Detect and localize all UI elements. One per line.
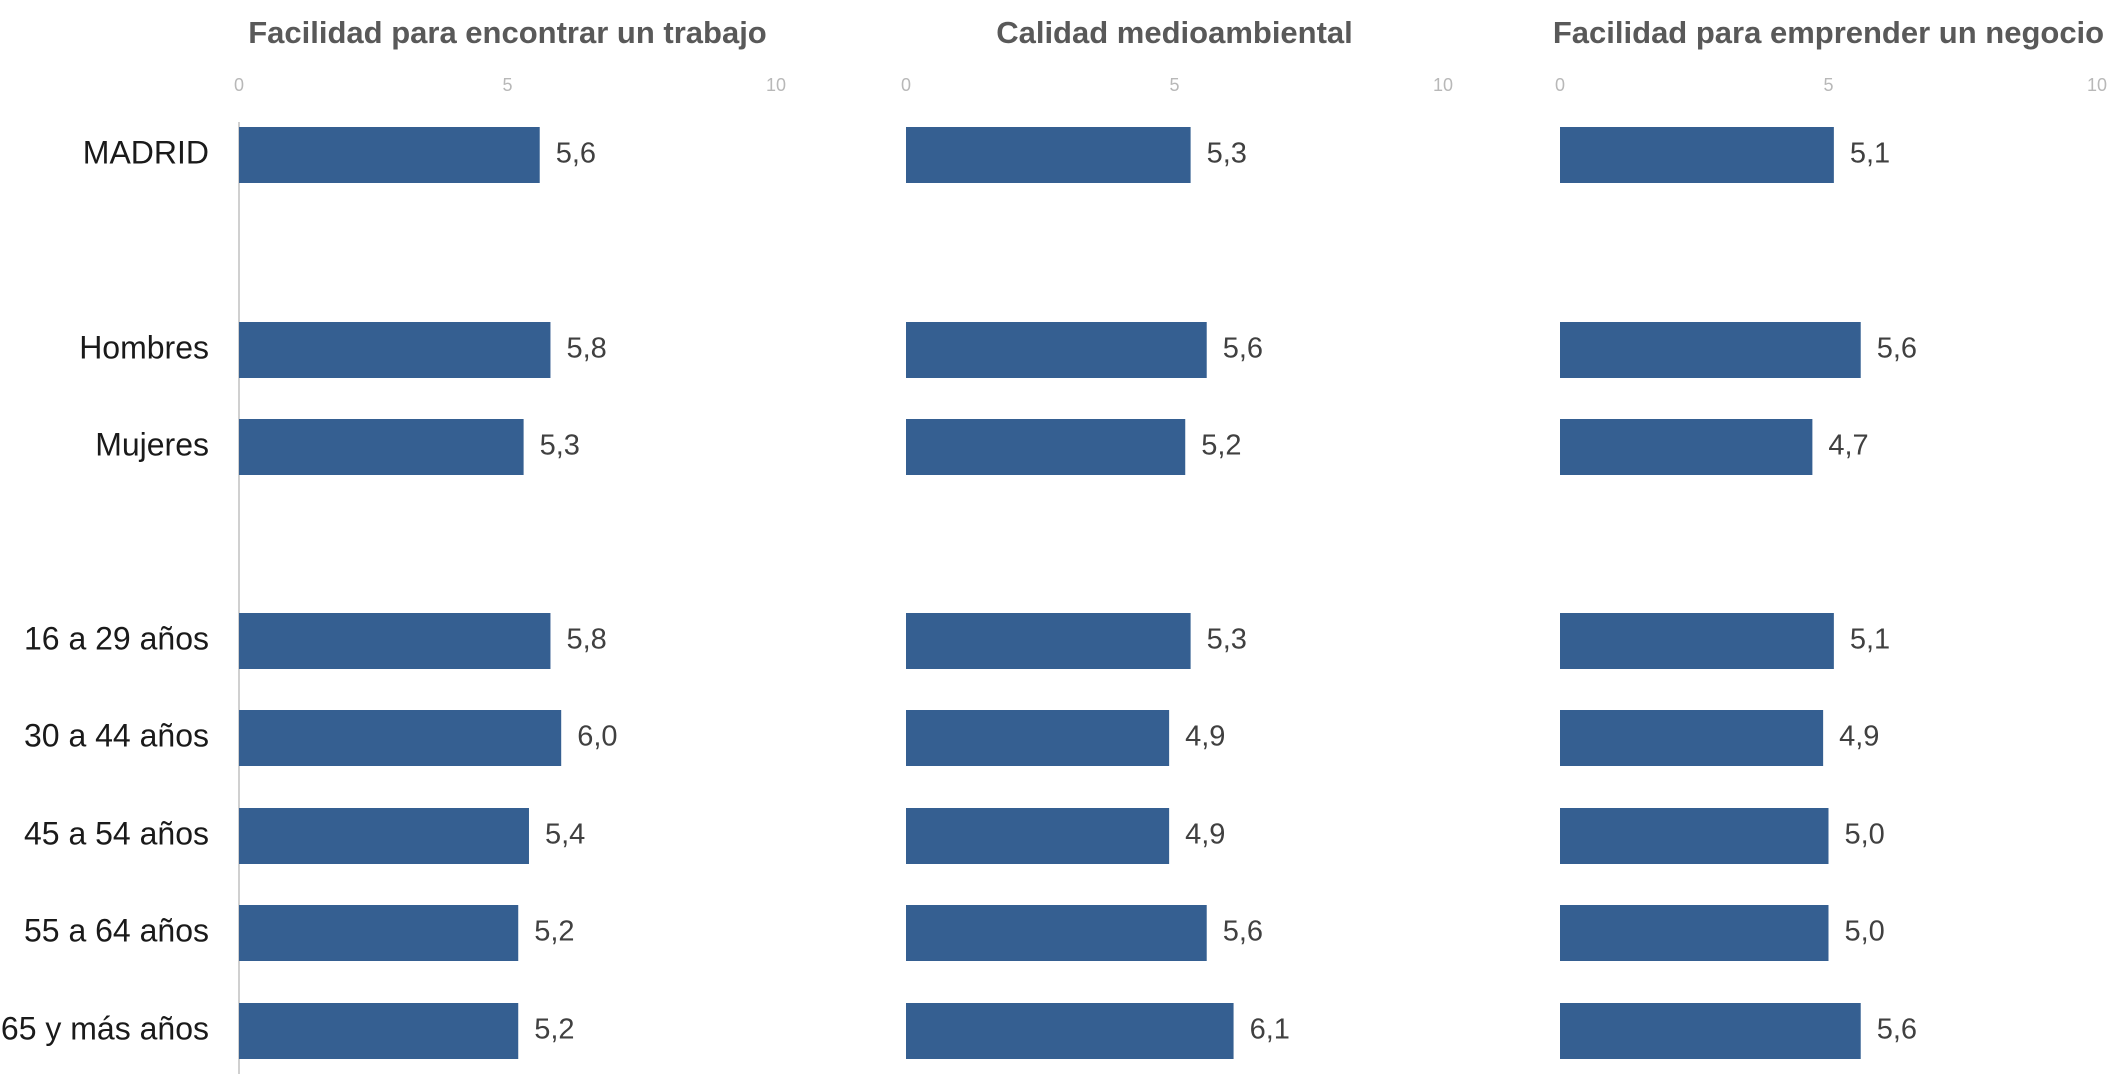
x-tick-label: 0 [901, 75, 911, 95]
bar-3-mujeres [1560, 419, 1813, 475]
bar-3-hombres [1560, 322, 1861, 378]
data-label: 6,0 [577, 721, 617, 753]
x-tick-label: 10 [1433, 75, 1453, 95]
bar-3-16-a-29-anos [1560, 613, 1834, 669]
bar-1-55-a-64-anos [239, 905, 519, 961]
category-label-hombres: Hombres [79, 329, 209, 365]
data-label: 5,1 [1850, 624, 1890, 656]
bar-2-madrid [906, 127, 1191, 183]
x-tick-label: 0 [234, 75, 244, 95]
bar-1-65-y-mas-anos [239, 1003, 519, 1059]
bar-1-madrid [239, 127, 540, 183]
data-label: 5,6 [1877, 333, 1917, 365]
category-label-mujeres: Mujeres [95, 426, 209, 462]
data-label: 5,6 [556, 138, 596, 170]
bar-2-45-a-54-anos [906, 808, 1170, 864]
category-label-30-a-44-anos: 30 a 44 años [24, 717, 209, 753]
data-label: 5,0 [1845, 916, 1885, 948]
x-tick-label: 10 [2087, 75, 2107, 95]
x-tick-label: 5 [1169, 75, 1179, 95]
bar-1-16-a-29-anos [239, 613, 551, 669]
data-label: 5,6 [1877, 1014, 1917, 1046]
data-label: 4,7 [1828, 430, 1868, 462]
bar-2-65-y-mas-anos [906, 1003, 1234, 1059]
bar-3-30-a-44-anos [1560, 710, 1824, 766]
data-label: 6,1 [1250, 1014, 1290, 1046]
data-label: 4,9 [1839, 721, 1879, 753]
data-label: 5,0 [1845, 819, 1885, 851]
bar-3-65-y-mas-anos [1560, 1003, 1861, 1059]
data-label: 5,3 [1207, 138, 1247, 170]
data-label: 5,4 [545, 819, 585, 851]
bar-1-mujeres [239, 419, 524, 475]
bar-2-hombres [906, 322, 1207, 378]
x-tick-label: 10 [766, 75, 786, 95]
bar-3-madrid [1560, 127, 1834, 183]
category-label-55-a-64-anos: 55 a 64 años [24, 912, 209, 948]
bar-3-55-a-64-anos [1560, 905, 1829, 961]
bar-1-30-a-44-anos [239, 710, 562, 766]
bar-2-16-a-29-anos [906, 613, 1191, 669]
data-label: 5,3 [1207, 624, 1247, 656]
data-label: 4,9 [1185, 721, 1225, 753]
category-label-madrid: MADRID [83, 134, 209, 170]
data-label: 5,2 [534, 1014, 574, 1046]
category-label-16-a-29-anos: 16 a 29 años [24, 620, 209, 656]
data-label: 5,2 [534, 916, 574, 948]
bar-2-30-a-44-anos [906, 710, 1170, 766]
bar-3-45-a-54-anos [1560, 808, 1829, 864]
x-tick-label: 5 [1823, 75, 1833, 95]
data-label: 5,2 [1201, 430, 1241, 462]
data-label: 5,6 [1223, 916, 1263, 948]
bar-1-hombres [239, 322, 551, 378]
bar-1-45-a-54-anos [239, 808, 529, 864]
panel-title-2: Calidad medioambiental [996, 15, 1353, 50]
data-label: 5,6 [1223, 333, 1263, 365]
data-label: 4,9 [1185, 819, 1225, 851]
panel-title-3: Facilidad para emprender un negocio [1553, 15, 2104, 50]
x-tick-label: 5 [502, 75, 512, 95]
data-label: 5,1 [1850, 138, 1890, 170]
data-label: 5,8 [566, 624, 606, 656]
data-label: 5,3 [540, 430, 580, 462]
data-label: 5,8 [566, 333, 606, 365]
category-label-45-a-54-anos: 45 a 54 años [24, 815, 209, 851]
panel-title-1: Facilidad para encontrar un trabajo [248, 15, 767, 50]
bar-2-mujeres [906, 419, 1186, 475]
category-label-65-y-mas-anos: 65 y más años [1, 1010, 209, 1046]
x-tick-label: 0 [1555, 75, 1565, 95]
bar-2-55-a-64-anos [906, 905, 1207, 961]
